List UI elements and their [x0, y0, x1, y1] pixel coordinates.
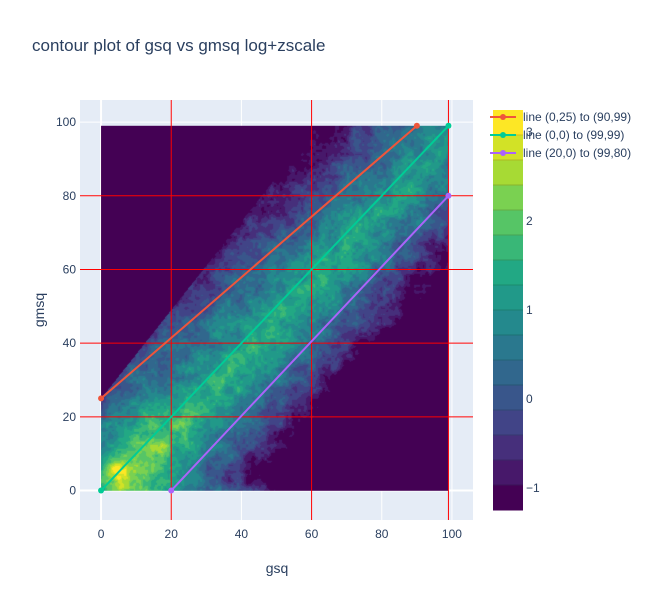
y-tick-label: 0 — [69, 484, 76, 498]
legend-entry-label: line (0,0) to (99,99) — [523, 128, 624, 142]
colorbar-band — [493, 460, 523, 486]
colorbar-band — [493, 260, 523, 286]
axis-ticks: 0 20 40 60 80 100 0 20 40 60 80 100 — [56, 115, 462, 541]
colorbar-band — [493, 310, 523, 336]
series-point — [445, 192, 452, 199]
colorbar-tick-label: 1 — [526, 303, 533, 317]
x-tick-label: 80 — [375, 527, 389, 541]
y-tick-label: 100 — [56, 115, 76, 129]
series-point — [168, 487, 175, 494]
colorbar-band — [493, 435, 523, 461]
legend: line (0,25) to (90,99) line (0,0) to (99,… — [490, 110, 631, 160]
colorbar-tick-label: 2 — [526, 214, 533, 228]
colorbar-band — [493, 385, 523, 411]
colorbar: −1 0 1 2 3 — [493, 110, 540, 511]
colorbar-band — [493, 360, 523, 386]
colorbar-band — [493, 235, 523, 261]
chart-title: contour plot of gsq vs gmsq log+zscale — [32, 36, 325, 55]
x-tick-label: 20 — [165, 527, 179, 541]
x-axis-title: gsq — [266, 560, 289, 576]
colorbar-band — [493, 110, 523, 136]
colorbar-tick-label: 0 — [526, 392, 533, 406]
y-tick-label: 40 — [63, 336, 77, 350]
legend-swatch-marker — [500, 114, 506, 120]
colorbar-tick-label: −1 — [526, 481, 540, 495]
colorbar-band — [493, 285, 523, 311]
x-tick-label: 60 — [305, 527, 319, 541]
red-guide-lines — [80, 100, 473, 520]
series-point — [98, 395, 105, 402]
series-point — [445, 122, 452, 129]
colorbar-tick-label: 3 — [526, 125, 533, 139]
legend-entry-label: line (0,25) to (90,99) — [523, 110, 631, 124]
legend-swatch-marker — [500, 150, 506, 156]
colorbar-band — [493, 485, 523, 511]
x-tick-label: 40 — [235, 527, 249, 541]
series-line-1 — [100, 125, 418, 400]
x-tick-label: 100 — [442, 527, 462, 541]
series-line-3 — [170, 195, 450, 492]
y-tick-label: 60 — [63, 262, 77, 276]
colorbar-band — [493, 185, 523, 211]
x-tick-label: 0 — [98, 527, 105, 541]
legend-entry-label: line (20,0) to (99,80) — [523, 146, 631, 160]
series-lines — [98, 122, 452, 494]
y-tick-label: 80 — [63, 189, 77, 203]
colorbar-band — [493, 335, 523, 361]
colorbar-band — [493, 135, 523, 161]
colorbar-band — [493, 410, 523, 436]
series-point — [98, 487, 105, 494]
colorbar-band — [493, 210, 523, 236]
y-axis-title: gmsq — [31, 293, 47, 327]
colorbar-band — [493, 160, 523, 186]
legend-swatch-marker — [500, 132, 506, 138]
series-line-2 — [100, 125, 450, 492]
series-point — [413, 122, 420, 129]
y-tick-label: 20 — [63, 410, 77, 424]
